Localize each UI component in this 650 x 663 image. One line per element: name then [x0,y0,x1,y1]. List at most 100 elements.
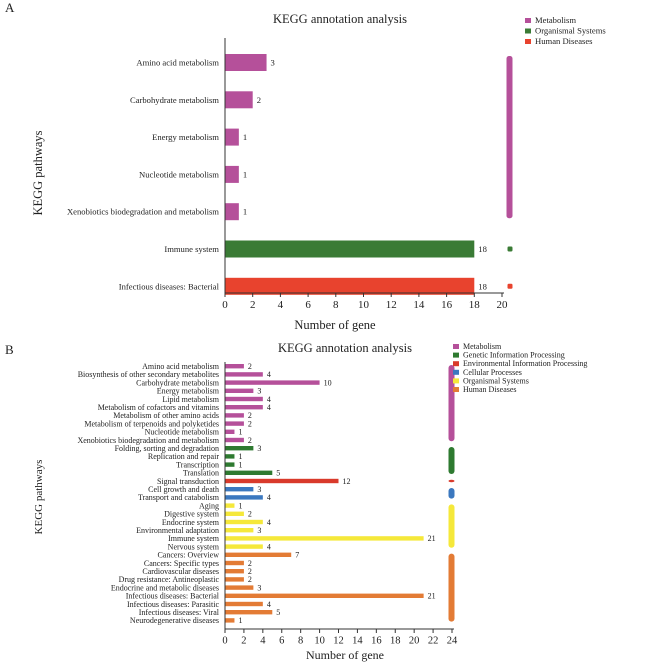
value-label: 2 [248,362,252,371]
bar-row: Cardiovascular diseases 2 [142,567,252,576]
value-label: 21 [428,534,436,543]
bar-metabolism-of-cofactors-and-vitamins [225,405,263,410]
legend-item: Metabolism [453,342,502,351]
bar-carbohydrate-metabolism [225,91,253,109]
bar-row: Immune system 21 [168,534,436,543]
panel-label: B [5,342,14,357]
bar-metabolism-of-terpenoids-and-polyketides [225,421,244,426]
bar-row: Digestive system 2 [164,510,252,519]
category-label: Energy metabolism [157,387,220,396]
legend-item: Environmental Information Processing [453,359,587,368]
bar-drug-resistance-antineoplastic [225,577,244,582]
bar-xenobiotics-biodegradation-and-metabolism [225,437,244,443]
chart-title: KEGG annotation analysis [273,12,407,26]
bar-cancers-overview [225,552,292,557]
category-label: Nervous system [168,542,220,551]
panel-a: A KEGG annotation analysis Amino acid meta… [5,0,606,332]
category-label: Infectious diseases: Parasitic [127,600,219,609]
bar-row: Energy metabolism 3 [157,387,262,396]
value-label: 1 [238,428,242,437]
bar-signal-transduction [225,478,339,484]
category-label: Cancers: Overview [157,551,219,560]
x-tick-label: 8 [333,299,339,311]
legend-label: Cellular Processes [463,368,522,377]
group-bar-environmental-information-processing [448,479,455,483]
value-label: 2 [248,419,252,428]
group-bar-organismal-systems [448,504,455,548]
value-label: 10 [324,378,332,387]
legend-swatch [453,378,459,384]
category-label: Signal transduction [157,477,219,486]
category-label: Endocrine system [162,518,220,527]
bar-carbohydrate-metabolism [225,380,320,385]
bar-neurodegenerative-diseases [225,618,235,623]
x-tick-label: 6 [305,299,311,311]
bar-environmental-adaptation [225,528,254,533]
chart-title: KEGG annotation analysis [278,341,412,355]
bar-row: Metabolism of terpenoids and polyketides… [84,419,252,428]
value-label: 3 [257,485,261,494]
bar-row: Nucleotide metabolism 1 [139,165,247,183]
x-tick-label: 20 [497,299,509,311]
bar-row: Signal transduction 12 [157,477,351,486]
category-label: Replication and repair [148,452,219,461]
category-label: Carbohydrate metabolism [130,95,219,105]
x-tick-label: 18 [469,299,481,311]
legend-swatch [453,352,459,358]
group-bar-genetic-information-processing [448,447,455,474]
legend-item: Metabolism [525,15,576,25]
bar-amino-acid-metabolism [225,54,267,71]
y-axis-title: KEGG pathways [31,130,45,215]
bar-row: Aging 1 [199,501,242,510]
category-label: Immune system [164,244,219,254]
bar-row: Xenobiotics biodegradation and metabolis… [67,203,247,221]
legend-label: Organismal Systems [463,376,529,385]
category-label: Nucleotide metabolism [145,428,220,437]
legend-label: Genetic Information Processing [463,351,565,360]
group-marker-human-diseases [507,283,513,289]
x-tick-label: 0 [222,299,228,311]
category-label: Metabolism of terpenoids and polyketides [84,419,219,428]
x-tick-label: 14 [352,636,363,647]
x-tick-label: 18 [390,636,401,647]
bar-lipid-metabolism [225,396,263,402]
category-label: Infectious diseases: Viral [139,608,220,617]
bar-infectious-diseases-parasitic [225,601,263,607]
category-label: Biosynthesis of other secondary metaboli… [78,370,219,379]
bar-nucleotide-metabolism [225,429,235,434]
bar-aging [225,503,235,508]
bar-immune-system [225,536,424,541]
legend-swatch [525,28,531,34]
bar-row: Infectious diseases: Parasitic 4 [127,600,271,609]
category-label: Xenobiotics biodegradation and metabolis… [67,207,219,217]
bar-infectious-diseases-bacterial [225,277,475,295]
value-label: 21 [428,592,436,601]
bar-row: Cancers: Overview 7 [157,551,299,560]
x-tick-label: 10 [314,636,325,647]
bar-cell-growth-and-death [225,487,254,492]
value-label: 4 [267,542,271,551]
legend-swatch [453,344,459,349]
category-label: Immune system [168,534,220,543]
x-tick-label: 0 [222,636,227,647]
legend-item: Human Diseases [453,385,517,394]
value-label: 1 [238,501,242,510]
value-label: 3 [257,387,261,396]
bar-row: Neurodegenerative diseases 1 [130,616,243,625]
value-label: 2 [248,510,252,519]
category-label: Environmental adaptation [136,526,219,535]
bar-row: Folding, sorting and degradation 3 [115,444,262,453]
bar-row: Cell growth and death 3 [148,485,261,494]
legend-label: Metabolism [463,342,502,351]
x-tick-label: 4 [278,299,284,311]
bar-translation [225,470,273,475]
legend-swatch [525,39,531,44]
value-label: 2 [248,567,252,576]
bar-cancers-specific-types [225,560,244,566]
x-tick-label: 16 [441,299,453,311]
value-label: 2 [248,575,252,584]
bar-infectious-diseases-bacterial [225,593,424,598]
group-marker-organismal-systems [507,246,513,252]
value-label: 4 [267,370,271,379]
bar-xenobiotics-biodegradation-and-metabolism [225,203,239,221]
